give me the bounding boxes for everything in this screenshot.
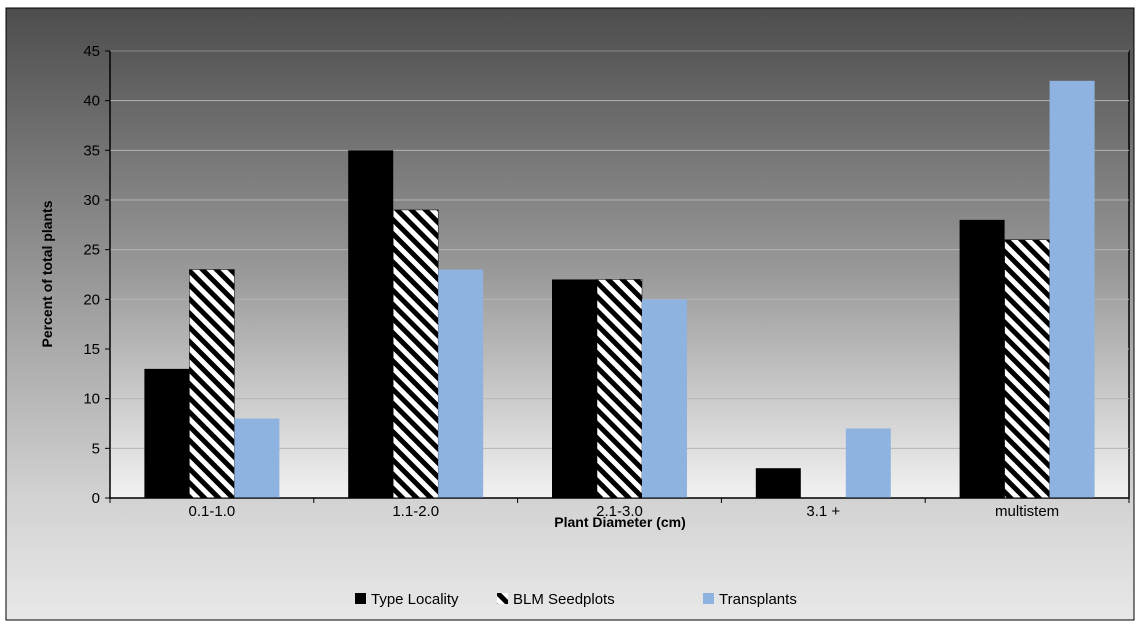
y-tick-label: 45 bbox=[83, 43, 100, 60]
bar-3 bbox=[438, 269, 484, 498]
legend-swatch bbox=[703, 593, 714, 604]
y-tick-label: 10 bbox=[83, 391, 100, 408]
bar-2 bbox=[392, 209, 439, 499]
bar-1 bbox=[348, 150, 394, 499]
bar-1 bbox=[552, 279, 597, 498]
legend-label: Transplants bbox=[719, 591, 797, 608]
x-tick-label: 2.1-3.0 bbox=[596, 503, 643, 520]
x-axis-tick-labels: 0.1-1.0 1.1-2.0 2.1-3.0 3.1 + multistem bbox=[109, 498, 1130, 520]
legend: Type Locality BLM Seedplots Transplants bbox=[355, 591, 797, 608]
y-tick-label: 15 bbox=[83, 341, 100, 358]
x-tick-label: 3.1 + bbox=[806, 503, 840, 520]
bar-3 bbox=[642, 299, 687, 498]
legend-swatch bbox=[355, 593, 366, 604]
bar-2 bbox=[189, 269, 235, 499]
bar-3 bbox=[845, 428, 891, 498]
bars bbox=[144, 80, 1095, 499]
y-tick-label: 40 bbox=[83, 93, 100, 110]
x-tick-label: 0.1-1.0 bbox=[189, 503, 236, 520]
y-tick-label: 25 bbox=[83, 242, 100, 259]
legend-label: BLM Seedplots bbox=[513, 591, 615, 608]
legend-label: Type Locality bbox=[371, 591, 459, 608]
y-tick-label: 35 bbox=[83, 142, 100, 159]
bar-1 bbox=[144, 368, 190, 498]
y-tick-label: 5 bbox=[92, 440, 100, 457]
bar-3 bbox=[234, 418, 280, 498]
y-tick-label: 20 bbox=[83, 291, 100, 308]
bar-1 bbox=[755, 468, 801, 498]
bar-2 bbox=[1004, 239, 1050, 499]
legend-swatch bbox=[497, 593, 508, 604]
y-tick-label: 30 bbox=[83, 192, 100, 209]
x-tick-label: multistem bbox=[995, 503, 1059, 520]
bar-2 bbox=[596, 279, 643, 499]
x-tick-label: 1.1-2.0 bbox=[392, 503, 439, 520]
x-axis-title: Plant Diameter (cm) bbox=[554, 514, 685, 530]
bar-3 bbox=[1049, 80, 1095, 499]
y-axis-title: Percent of total plants bbox=[39, 200, 55, 347]
bar-1 bbox=[959, 219, 1005, 498]
y-axis-tick-labels: 0 5 10 15 20 25 30 35 40 45 bbox=[83, 43, 100, 507]
y-tick-label: 0 bbox=[92, 490, 100, 507]
